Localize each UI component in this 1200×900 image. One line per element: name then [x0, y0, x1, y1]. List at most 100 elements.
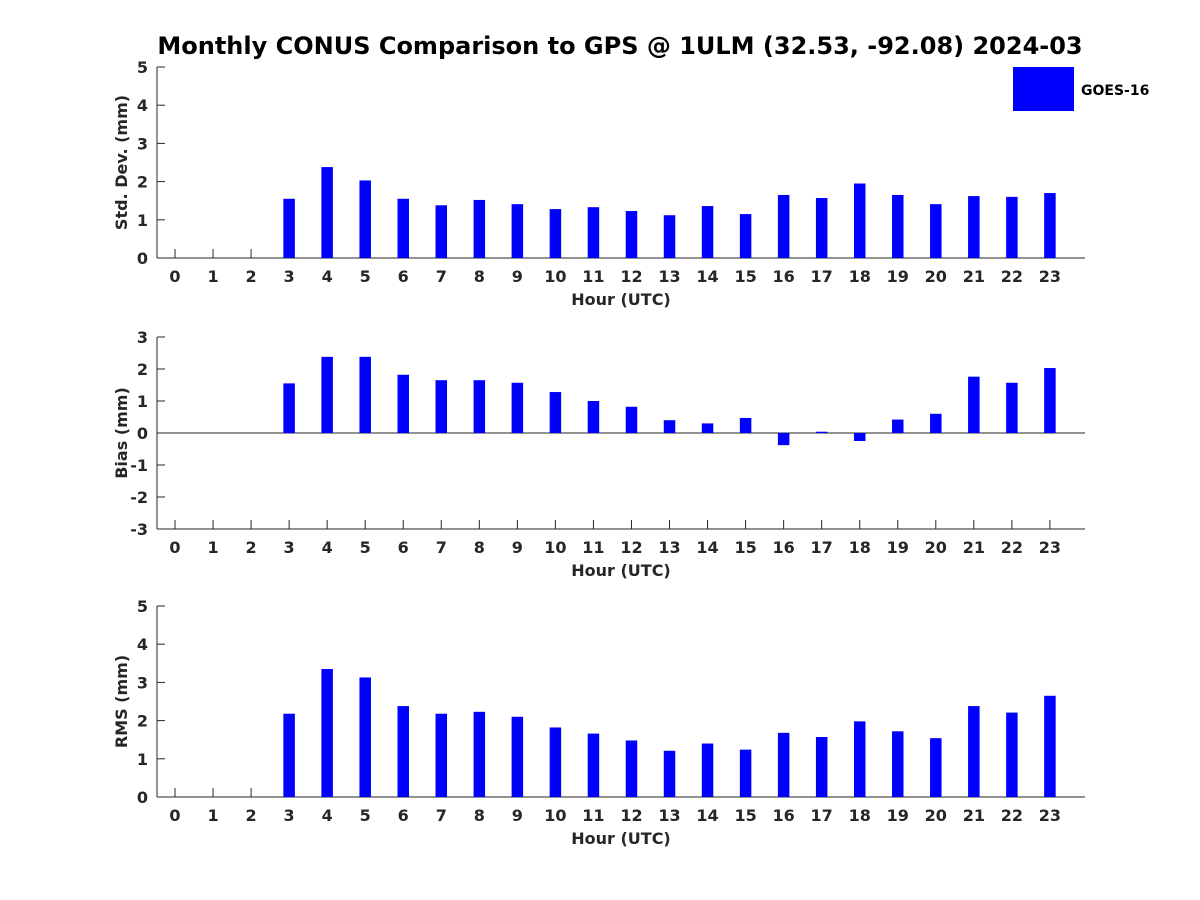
- bar-hour-12: [625, 211, 638, 258]
- legend: GOES-16: [1013, 67, 1149, 111]
- x-tick-label: 2: [246, 267, 257, 286]
- bar-hour-20: [930, 204, 942, 258]
- x-tick-label: 22: [1001, 267, 1023, 286]
- x-tick-label: 8: [474, 806, 485, 825]
- bar-hour-23: [1044, 193, 1056, 258]
- x-tick-label: 0: [169, 267, 180, 286]
- bar-hour-13: [663, 215, 676, 258]
- bar-hour-5: [359, 180, 371, 258]
- x-tick-label: 18: [849, 538, 871, 557]
- bar-hour-22: [1006, 712, 1018, 797]
- x-tick-label: 14: [696, 267, 718, 286]
- x-tick-label: 0: [169, 806, 180, 825]
- bar-hour-9: [511, 204, 524, 258]
- bar-hour-13: [663, 750, 676, 797]
- bar-hour-4: [321, 167, 333, 258]
- x-tick-label: 19: [887, 538, 909, 557]
- x-tick-label: 5: [360, 267, 371, 286]
- x-tick-label: 7: [436, 806, 447, 825]
- x-tick-label: 6: [398, 267, 409, 286]
- x-tick-label: 5: [360, 538, 371, 557]
- bar-hour-8: [473, 711, 486, 797]
- bar-hour-20: [930, 738, 942, 797]
- x-tick-label: 12: [620, 267, 642, 286]
- bar-hour-23: [1044, 368, 1056, 433]
- x-tick-label: 15: [734, 538, 756, 557]
- y-tick-label: -3: [130, 520, 148, 539]
- chart-title: Monthly CONUS Comparison to GPS @ 1ULM (…: [157, 32, 1082, 60]
- bar-hour-4: [321, 669, 333, 797]
- bar-hour-5: [359, 677, 371, 797]
- x-tick-label: 20: [925, 538, 947, 557]
- y-tick-label: 3: [137, 673, 148, 692]
- legend-label: GOES-16: [1081, 83, 1149, 99]
- x-tick-label: 10: [544, 806, 566, 825]
- bar-hour-14: [701, 206, 714, 258]
- y-tick-label: -2: [130, 488, 148, 507]
- x-tick-label: 20: [925, 806, 947, 825]
- bar-hour-12: [625, 406, 638, 433]
- x-tick-label: 21: [963, 806, 985, 825]
- bar-hour-11: [587, 207, 600, 258]
- y-tick-label: 2: [137, 173, 148, 192]
- bar-hour-15: [739, 749, 752, 797]
- bar-hour-21: [968, 706, 980, 797]
- y-tick-label: 0: [137, 249, 148, 268]
- bar-hour-4: [321, 356, 333, 433]
- y-axis-label: RMS (mm): [112, 655, 131, 748]
- y-tick-label: 2: [137, 712, 148, 731]
- y-axis-label: Bias (mm): [112, 387, 131, 479]
- y-axis-label: Std. Dev. (mm): [112, 95, 131, 230]
- x-tick-label: 16: [773, 538, 795, 557]
- x-tick-label: 15: [734, 806, 756, 825]
- bar-hour-18: [853, 183, 866, 258]
- x-tick-label: 10: [544, 538, 566, 557]
- bar-hour-3: [283, 713, 295, 797]
- x-tick-label: 22: [1001, 538, 1023, 557]
- x-tick-label: 1: [207, 806, 218, 825]
- bar-hour-16: [777, 732, 790, 797]
- x-tick-label: 11: [582, 806, 604, 825]
- bar-hour-14: [701, 743, 714, 797]
- x-tick-label: 11: [582, 538, 604, 557]
- x-tick-label: 8: [474, 267, 485, 286]
- bar-hour-18: [853, 433, 866, 441]
- x-tick-label: 1: [207, 267, 218, 286]
- x-tick-label: 1: [207, 538, 218, 557]
- bar-hour-3: [283, 383, 295, 433]
- x-tick-label: 5: [360, 806, 371, 825]
- x-tick-label: 3: [284, 806, 295, 825]
- x-tick-label: 11: [582, 267, 604, 286]
- x-tick-label: 18: [849, 267, 871, 286]
- x-tick-label: 23: [1039, 267, 1061, 286]
- x-tick-label: 9: [512, 267, 523, 286]
- bar-hour-8: [473, 380, 486, 433]
- bar-hour-22: [1006, 382, 1018, 433]
- x-tick-label: 20: [925, 267, 947, 286]
- y-tick-label: 5: [137, 597, 148, 616]
- bar-hour-7: [435, 380, 448, 433]
- x-tick-label: 13: [658, 538, 680, 557]
- x-tick-label: 4: [322, 267, 333, 286]
- bar-hour-18: [853, 721, 866, 797]
- bar-hour-11: [587, 401, 600, 433]
- bar-hour-19: [892, 731, 904, 797]
- y-tick-label: 2: [137, 360, 148, 379]
- bar-hour-7: [435, 713, 448, 797]
- x-tick-label: 17: [811, 538, 833, 557]
- x-tick-label: 14: [696, 538, 718, 557]
- bar-hour-14: [701, 423, 714, 433]
- x-tick-label: 23: [1039, 806, 1061, 825]
- y-tick-label: 4: [137, 635, 148, 654]
- x-tick-label: 7: [436, 267, 447, 286]
- bar-hour-6: [397, 374, 409, 433]
- bar-hour-17: [815, 431, 828, 433]
- bar-hour-3: [283, 198, 295, 258]
- x-tick-label: 3: [284, 267, 295, 286]
- bar-hour-10: [549, 727, 562, 797]
- bar-hour-15: [739, 214, 752, 258]
- bar-hour-16: [777, 194, 790, 258]
